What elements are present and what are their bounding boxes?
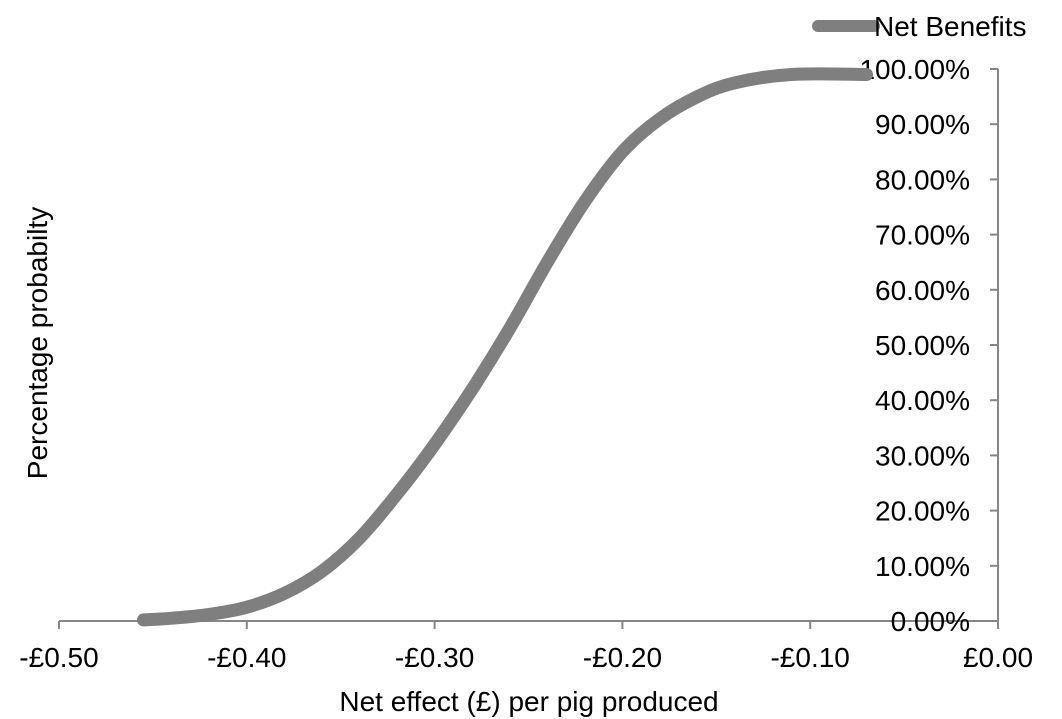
- axes: [58, 68, 999, 629]
- y-tick-label: 70.00%: [875, 220, 970, 251]
- y-tick-label: 30.00%: [875, 440, 970, 471]
- series-layer: [137, 67, 873, 627]
- y-tick-label: 80.00%: [875, 164, 970, 195]
- legend-label: Net Benefits: [874, 11, 1027, 42]
- x-tick-label: £0.00: [963, 642, 1033, 673]
- x-tick-label: -£0.10: [770, 642, 849, 673]
- y-tick-label: 90.00%: [875, 109, 970, 140]
- y-tick-label: 100.00%: [859, 54, 970, 85]
- y-tick-label: 20.00%: [875, 496, 970, 527]
- x-tick-label: -£0.50: [19, 642, 98, 673]
- y-tick-label: 40.00%: [875, 385, 970, 416]
- x-tick-label: -£0.30: [395, 642, 474, 673]
- x-tick-label: -£0.20: [583, 642, 662, 673]
- tick-labels: -£0.50 -£0.40 -£0.30 -£0.20 -£0.10 £0.00 0.00%…: [19, 54, 1033, 673]
- y-tick-label: 50.00%: [875, 330, 970, 361]
- y-tick-label: 0.00%: [891, 606, 970, 637]
- x-axis-title: Net effect (£) per pig produced: [339, 686, 718, 717]
- x-tick-label: -£0.40: [207, 642, 286, 673]
- legend: Net Benefits: [812, 11, 1027, 42]
- y-tick-label: 10.00%: [875, 551, 970, 582]
- series-line-net-benefits: [137, 67, 873, 627]
- y-tick-label: 60.00%: [875, 275, 970, 306]
- y-axis-title: Percentage probabilty: [22, 207, 53, 479]
